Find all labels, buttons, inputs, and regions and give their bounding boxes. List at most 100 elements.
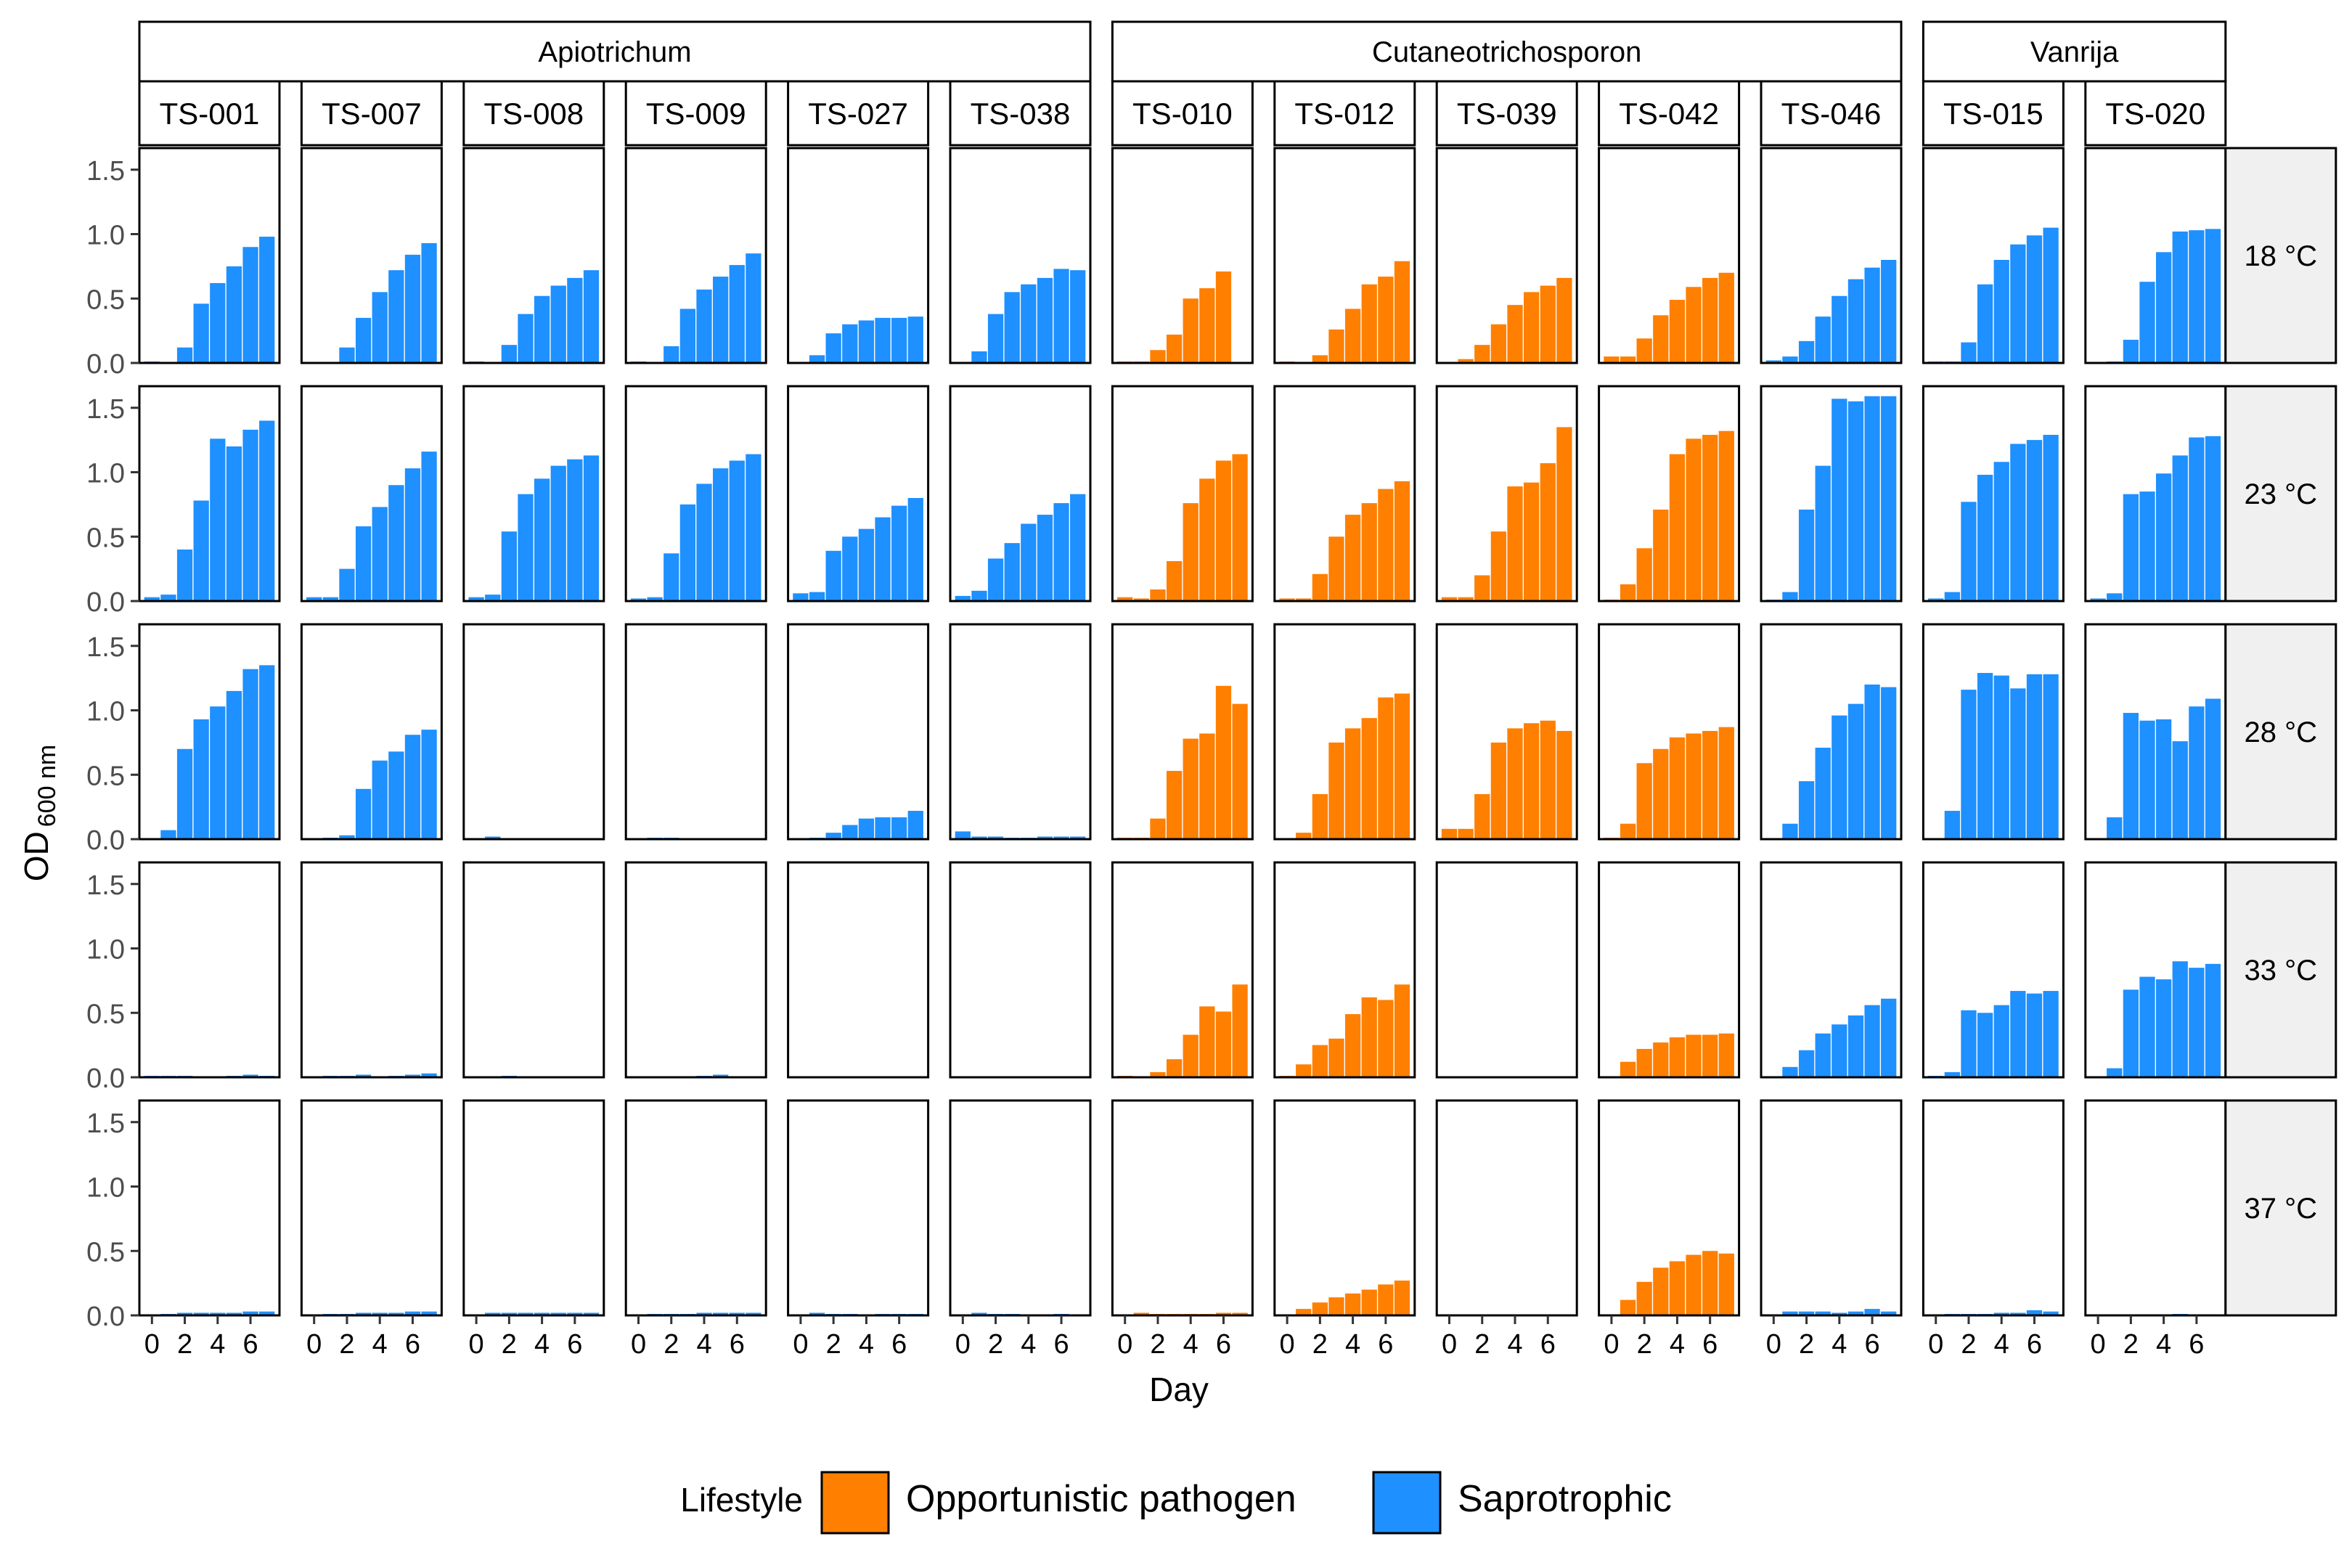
bar (1296, 598, 1312, 601)
bar (663, 346, 679, 363)
panel-border (949, 861, 1092, 1079)
panel-border (1111, 385, 1254, 603)
bar (1977, 284, 1993, 363)
panel-TS-012-row-3 (1279, 984, 1410, 1077)
bar (355, 788, 372, 839)
panel-TS-010-row-1 (1117, 454, 1248, 601)
panel-TS-046-row-4 (1782, 1309, 1897, 1315)
bar (1150, 1071, 1166, 1077)
bar (339, 835, 355, 839)
bar (501, 1312, 517, 1315)
bar (2107, 817, 2123, 839)
temperature-label-0: 18 °C (2245, 240, 2318, 272)
bar (1993, 260, 2009, 363)
bar (355, 1312, 372, 1315)
bar (1653, 748, 1669, 839)
bar (1232, 1312, 1248, 1315)
panel-border (624, 1099, 767, 1317)
bar (875, 317, 891, 363)
bar (518, 1312, 534, 1315)
y-axis-title-subscript: 600 nm (33, 745, 61, 827)
bar (1133, 598, 1149, 601)
bar (1669, 737, 1686, 839)
bar (242, 429, 258, 601)
bar (404, 1311, 421, 1315)
temperature-strip-2 (2224, 623, 2337, 841)
x-tick-label: 0 (1117, 1329, 1132, 1360)
panel-TS-020-row-0 (2107, 229, 2221, 363)
bar (1540, 463, 1556, 601)
bar (518, 494, 534, 601)
bar (1166, 1059, 1183, 1077)
panel-border (1435, 385, 1578, 603)
y-tick-label: 1.5 (86, 1108, 125, 1139)
bar (1620, 1299, 1636, 1315)
bar (1718, 430, 1734, 601)
bar (501, 531, 517, 601)
x-tick-label: 6 (2027, 1329, 2042, 1360)
bar (907, 810, 923, 839)
bar (259, 665, 275, 839)
bar (1378, 1000, 1394, 1077)
bar (1556, 277, 1572, 363)
bar (1279, 598, 1295, 601)
y-tick-label: 0.0 (86, 1302, 125, 1332)
bar (1881, 687, 1897, 839)
bar (971, 351, 987, 363)
x-tick-label: 0 (955, 1329, 971, 1360)
bar (1864, 1005, 1880, 1077)
bar (1166, 560, 1183, 601)
bar (1881, 1311, 1897, 1315)
x-tick-label: 6 (1216, 1329, 1231, 1360)
temperature-label-3: 33 °C (2245, 955, 2318, 987)
bar (1150, 350, 1166, 363)
y-axis-title-group: OD 600 nm (17, 745, 61, 881)
bar (1944, 592, 1960, 601)
bar (339, 347, 355, 363)
panel-TS-015-row-2 (1944, 673, 2059, 839)
bar (1653, 509, 1669, 601)
panel-border (462, 147, 605, 364)
strain-strip-TS-046 (1760, 80, 1903, 147)
bar (1977, 1013, 1993, 1077)
bar (1636, 548, 1652, 601)
bar (1702, 277, 1718, 363)
bar (2139, 976, 2155, 1077)
bar (583, 270, 600, 363)
bar (1394, 1281, 1410, 1315)
bar (1847, 401, 1864, 601)
x-tick-label: 4 (210, 1329, 225, 1360)
bar (1232, 454, 1248, 601)
x-tick-label: 4 (372, 1329, 388, 1360)
x-tick-label: 4 (1670, 1329, 1685, 1360)
bar (1653, 1267, 1669, 1315)
bar (421, 452, 437, 601)
strain-strip-TS-001 (138, 80, 281, 147)
panel-TS-001-row-0 (144, 237, 275, 363)
x-tick-label: 0 (1442, 1329, 1457, 1360)
x-tick-label: 4 (1183, 1329, 1199, 1360)
bar (2043, 435, 2059, 601)
bar (713, 1312, 729, 1315)
panel-TS-042-row-4 (1620, 1251, 1734, 1315)
temperature-label-2: 28 °C (2245, 716, 2318, 748)
bar (1490, 742, 1507, 839)
panel-TS-020-row-2 (2107, 698, 2221, 839)
bar (1053, 269, 1069, 363)
panel-TS-046-row-3 (1782, 998, 1897, 1077)
bar (1864, 685, 1880, 839)
bar (1037, 515, 1053, 601)
x-tick-label: 2 (988, 1329, 1003, 1360)
genus-strip-2 (1922, 20, 2227, 83)
x-tick-label: 2 (339, 1329, 354, 1360)
x-tick-label: 4 (1832, 1329, 1847, 1360)
bar (1215, 460, 1232, 601)
bar (971, 1312, 987, 1315)
panel-border (1111, 147, 1254, 364)
bar (2205, 229, 2221, 363)
bar (1361, 503, 1377, 601)
bar (987, 558, 1004, 601)
bar (193, 500, 209, 601)
panel-border (787, 385, 930, 603)
